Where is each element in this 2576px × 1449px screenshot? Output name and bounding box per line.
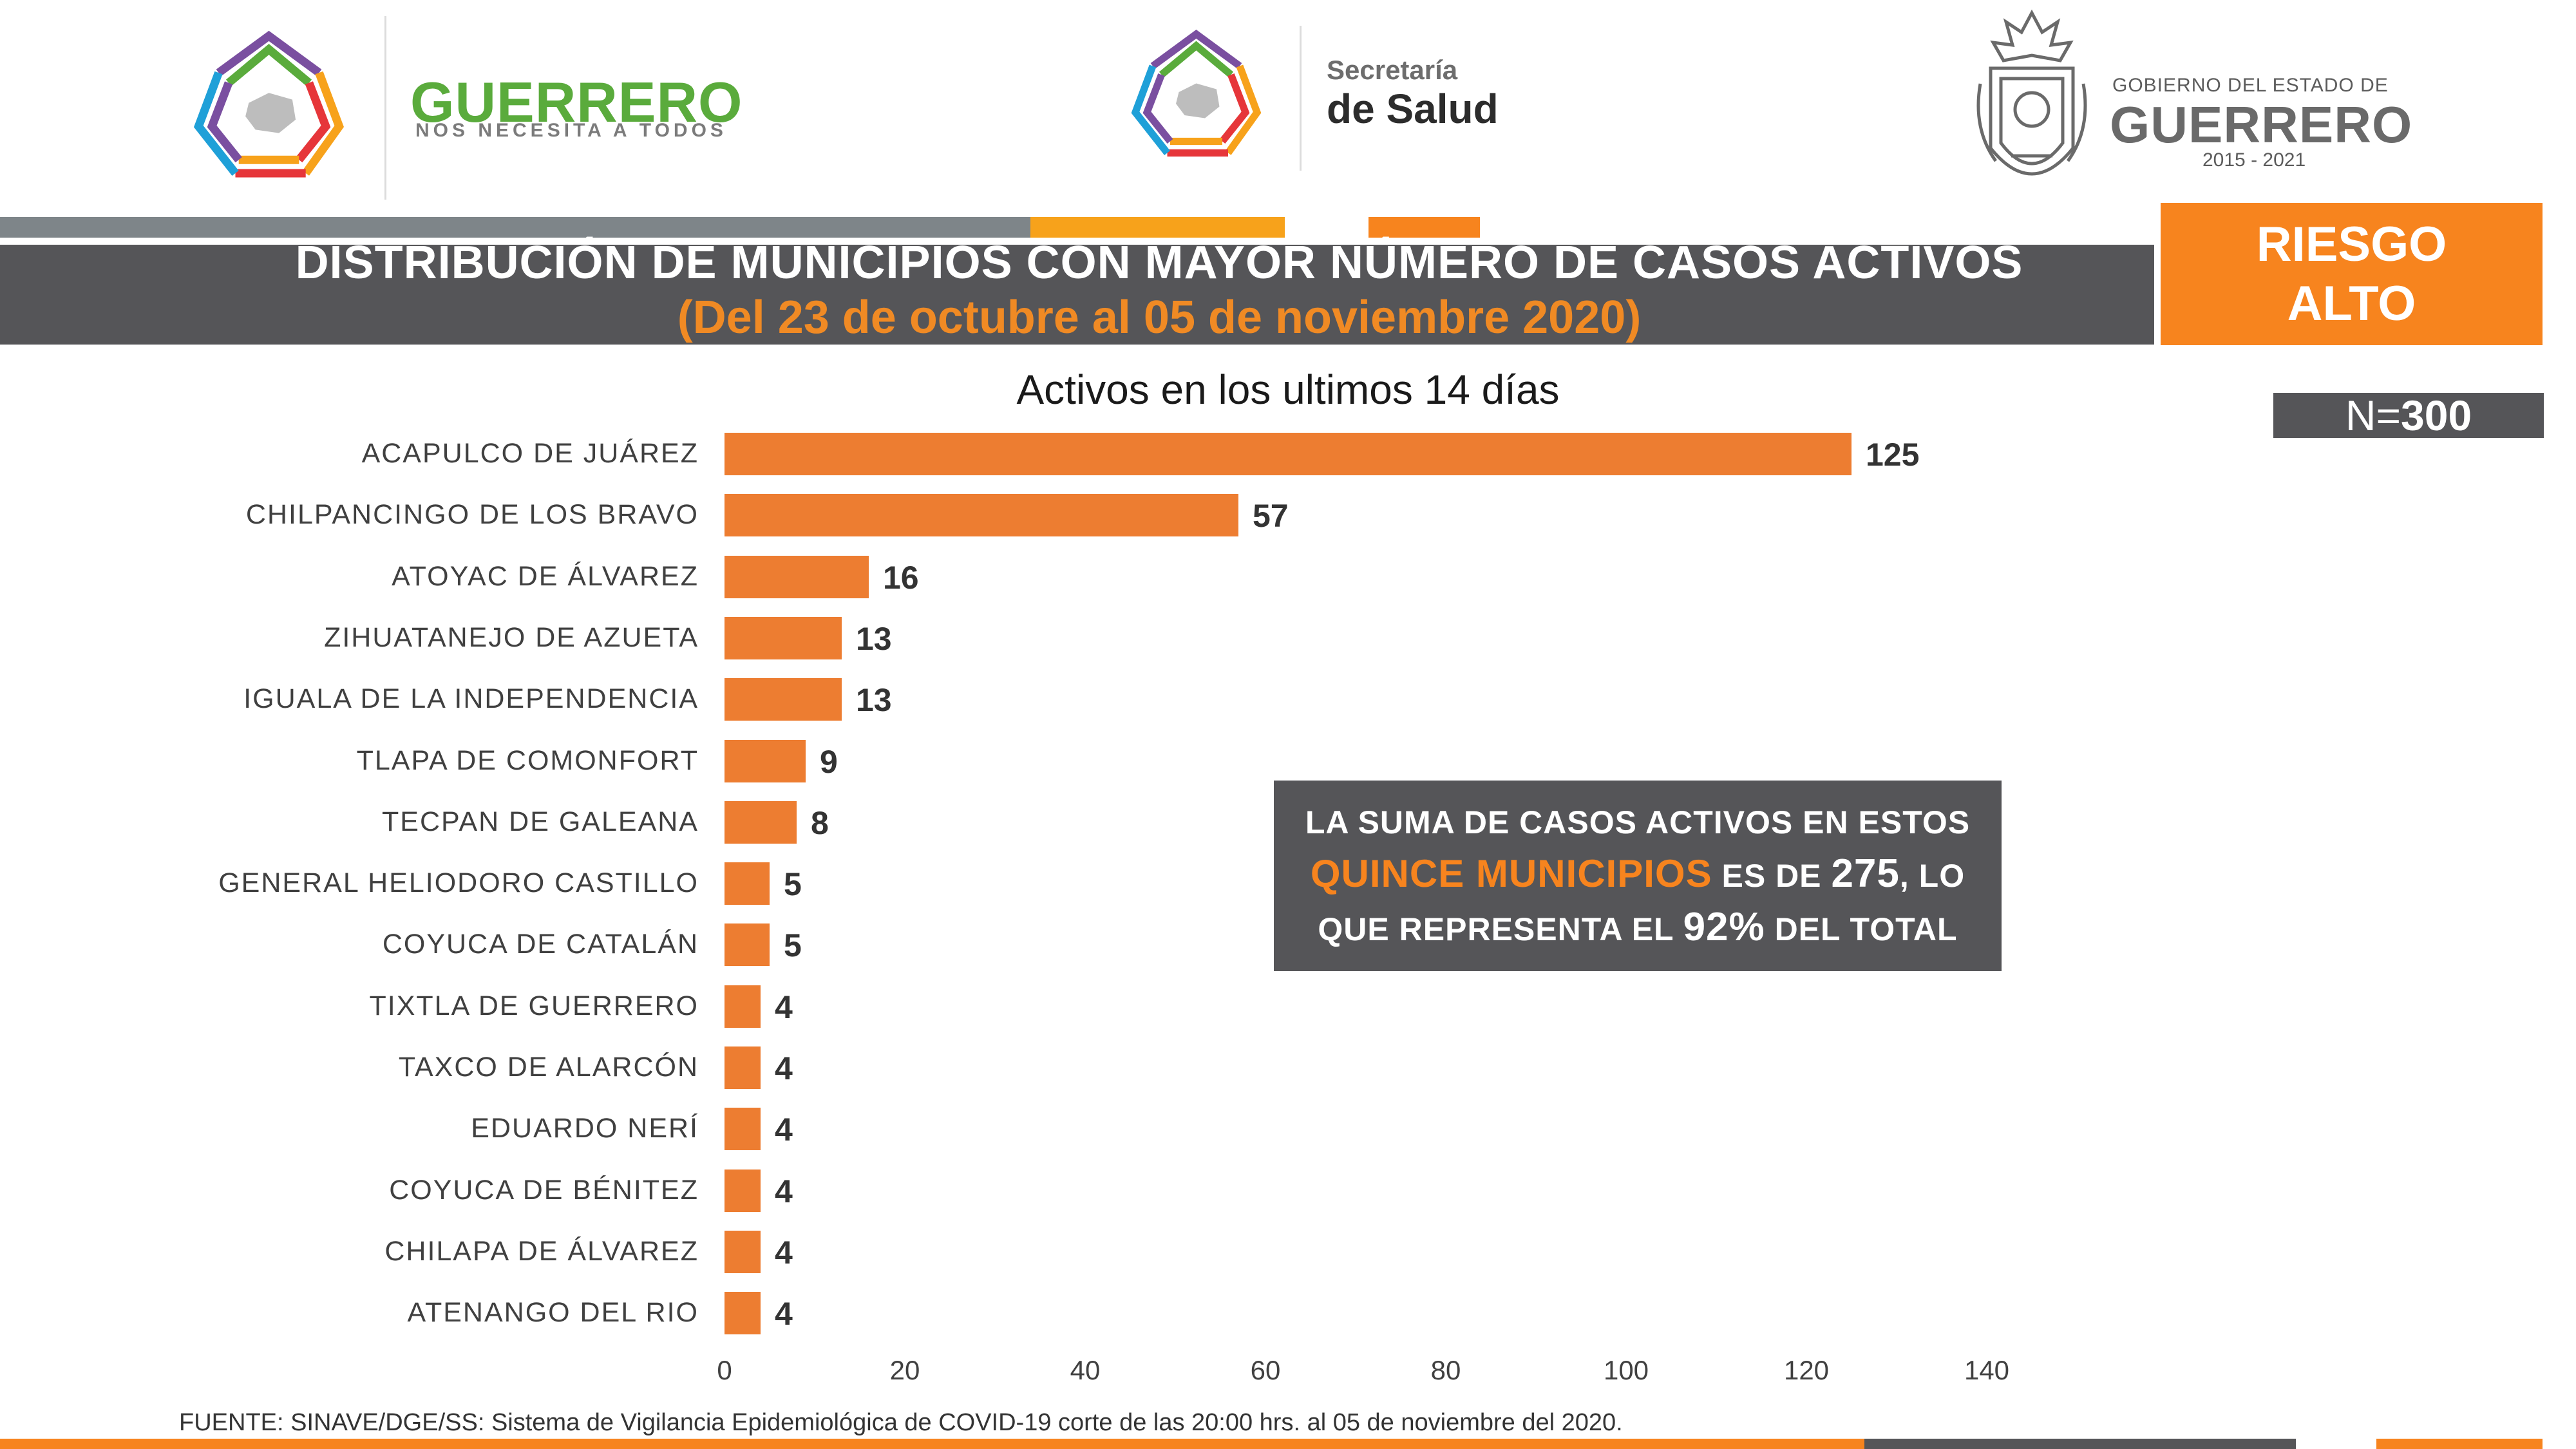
title-band (0, 245, 2154, 345)
y-axis-label: CHILAPA DE ÁLVAREZ (384, 1235, 699, 1267)
data-label: 16 (883, 559, 919, 596)
data-label: 4 (775, 1234, 793, 1271)
risk-line2: ALTO (2287, 276, 2416, 331)
bar (724, 739, 806, 782)
summary-callout: LA SUMA DE CASOS ACTIVOS EN ESTOS QUINCE… (1274, 781, 2002, 971)
risk-badge: RIESGO ALTO (2161, 203, 2543, 345)
bar (724, 616, 842, 659)
x-tick-label: 60 (1250, 1355, 1281, 1385)
callout-sum: 275 (1831, 851, 1900, 896)
y-axis-label: TIXTLA DE GUERRERO (369, 990, 699, 1021)
callout-l3-start: QUE REPRESENTA EL (1318, 911, 1683, 947)
bar (724, 678, 842, 721)
y-axis-label: CHILPANCINGO DE LOS BRAVO (245, 499, 699, 531)
state-coat-of-arms-icon (1976, 9, 2087, 176)
bar (724, 494, 1238, 537)
x-tick-label: 120 (1783, 1355, 1830, 1385)
x-tick-label: 140 (1964, 1355, 2010, 1385)
callout-mid: ES DE (1712, 858, 1832, 894)
x-tick-label: 0 (717, 1355, 732, 1385)
header-divider (384, 16, 386, 200)
salud-divider (1300, 26, 1302, 171)
data-label: 5 (784, 866, 802, 903)
y-axis-label: ATENANGO DEL RIO (407, 1297, 699, 1329)
x-tick-label: 80 (1430, 1355, 1461, 1385)
y-axis-label: COYUCA DE BÉNITEZ (389, 1174, 699, 1206)
data-label: 4 (775, 1112, 793, 1148)
y-axis-label: GENERAL HELIODORO CASTILLO (218, 867, 699, 899)
y-axis-label: ZIHUATANEJO DE AZUETA (324, 621, 699, 653)
y-axis-label: TECPAN DE GALEANA (382, 806, 699, 837)
bar (724, 1292, 761, 1335)
callout-line1: LA SUMA DE CASOS ACTIVOS EN ESTOS (1305, 804, 1971, 840)
data-label: 13 (856, 620, 892, 657)
callout-l3-end: DEL TOTAL (1765, 911, 1958, 947)
bar (724, 1169, 761, 1212)
gob-line1: GOBIERNO DEL ESTADO DE (2112, 75, 2389, 96)
data-label: 4 (775, 1050, 793, 1086)
brand-subtitle: NOS NECESITA A TODOS (415, 120, 727, 141)
y-axis-label: ATOYAC DE ÁLVAREZ (392, 560, 699, 592)
data-label: 5 (784, 927, 802, 964)
data-label: 9 (820, 743, 838, 780)
y-axis-label: TAXCO DE ALARCÓN (398, 1052, 699, 1083)
bar (724, 923, 770, 967)
data-label: 13 (856, 682, 892, 719)
x-tick-label: 20 (889, 1355, 920, 1385)
bar (724, 1108, 761, 1151)
callout-end: , LO (1899, 858, 1965, 894)
y-axis-label: EDUARDO NERÍ (471, 1113, 699, 1144)
bar (724, 433, 1852, 475)
gob-line2: GUERRERO (2110, 96, 2413, 153)
gob-years: 2015 - 2021 (2202, 149, 2306, 171)
top-stripe-gray (0, 217, 1030, 238)
total-cases-badge: N=300 (2273, 393, 2544, 438)
salud-ring-logo (1131, 30, 1262, 157)
y-axis-label: TLAPA DE COMONFORT (356, 744, 699, 776)
chart-title: Activos en los ultimos 14 días (1016, 366, 1560, 413)
total-value: 300 (2401, 392, 2472, 439)
bottom-stripe-orange (0, 1439, 1864, 1449)
callout-line3: QUE REPRESENTA EL 92% DEL TOTAL (1274, 902, 2002, 955)
bar (724, 555, 869, 598)
bar (724, 1230, 761, 1273)
y-axis-label: IGUALA DE LA INDEPENDENCIA (243, 683, 699, 715)
top-stripe-orange-short (1368, 217, 1480, 238)
risk-line1: RIESGO (2256, 216, 2447, 272)
bottom-stripe-gray (1864, 1439, 2296, 1449)
callout-line2: QUINCE MUNICIPIOS ES DE 275, LO (1274, 848, 2002, 902)
page-subtitle-dates: (Del 23 de octubre al 05 de noviembre 20… (677, 292, 1642, 343)
salud-line1: Secretaría (1327, 55, 1458, 85)
guerrero-ring-logo (193, 30, 345, 178)
y-axis-label: ACAPULCO DE JUÁREZ (361, 438, 699, 469)
data-label: 4 (775, 1173, 793, 1209)
x-tick-label: 40 (1070, 1355, 1101, 1385)
callout-percent: 92% (1683, 905, 1765, 949)
y-axis-label: COYUCA DE CATALÁN (382, 929, 699, 960)
source-note: FUENTE: SINAVE/DGE/SS: Sistema de Vigila… (179, 1409, 1623, 1436)
data-label: 4 (775, 989, 793, 1025)
page-title: DISTRIBUCIÓN DE MUNICIPIOS CON MAYOR NÚM… (295, 237, 2023, 289)
bar (724, 1046, 761, 1089)
salud-line2: de Salud (1327, 86, 1499, 132)
bar (724, 862, 770, 905)
data-label: 57 (1253, 498, 1289, 535)
total-prefix: N= (2345, 392, 2401, 439)
data-label: 125 (1866, 437, 1920, 473)
brand-title: GUERRERO (410, 70, 743, 134)
bottom-stripe-orange-right (2376, 1439, 2543, 1449)
data-label: 4 (775, 1296, 793, 1332)
top-stripe-orange (1030, 217, 1285, 238)
bar (724, 800, 797, 844)
data-label: 8 (811, 804, 829, 841)
callout-highlight: QUINCE MUNICIPIOS (1310, 852, 1712, 895)
bar (724, 985, 761, 1028)
x-tick-label: 100 (1603, 1355, 1649, 1385)
